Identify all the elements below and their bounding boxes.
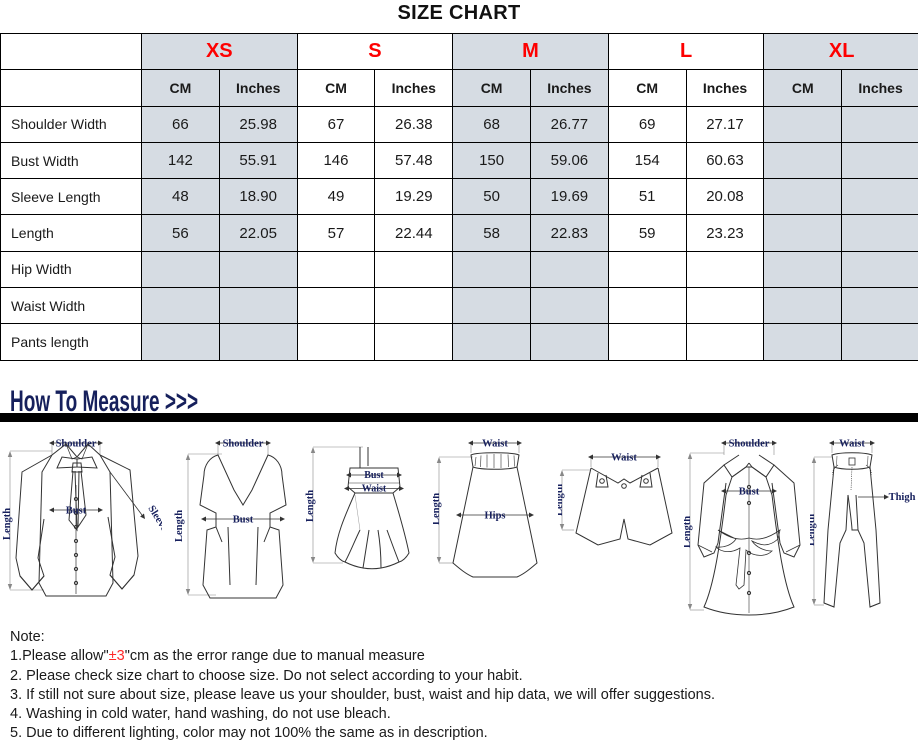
svg-text:Bust: Bust	[739, 487, 760, 498]
svg-text:Length: Length	[558, 484, 565, 516]
svg-text:Waist: Waist	[482, 439, 508, 450]
svg-text:Shoulder: Shoulder	[223, 439, 264, 450]
svg-text:Thigh: Thigh	[889, 492, 916, 503]
svg-text:Bust: Bust	[233, 515, 254, 526]
svg-text:Length: Length	[174, 510, 185, 542]
svg-text:Length: Length	[2, 508, 13, 540]
svg-text:Bust: Bust	[66, 506, 87, 517]
svg-text:Waist: Waist	[839, 439, 865, 450]
svg-text:Length: Length	[433, 493, 442, 525]
svg-text:Waist: Waist	[362, 484, 387, 495]
svg-text:Length: Length	[810, 514, 817, 546]
svg-text:Bust: Bust	[364, 470, 384, 481]
svg-text:Shoulder: Shoulder	[729, 439, 770, 450]
svg-text:Length: Length	[684, 516, 693, 548]
svg-text:Hips: Hips	[484, 511, 505, 522]
svg-text:Waist: Waist	[611, 453, 637, 464]
svg-text:Length: Length	[305, 490, 316, 522]
